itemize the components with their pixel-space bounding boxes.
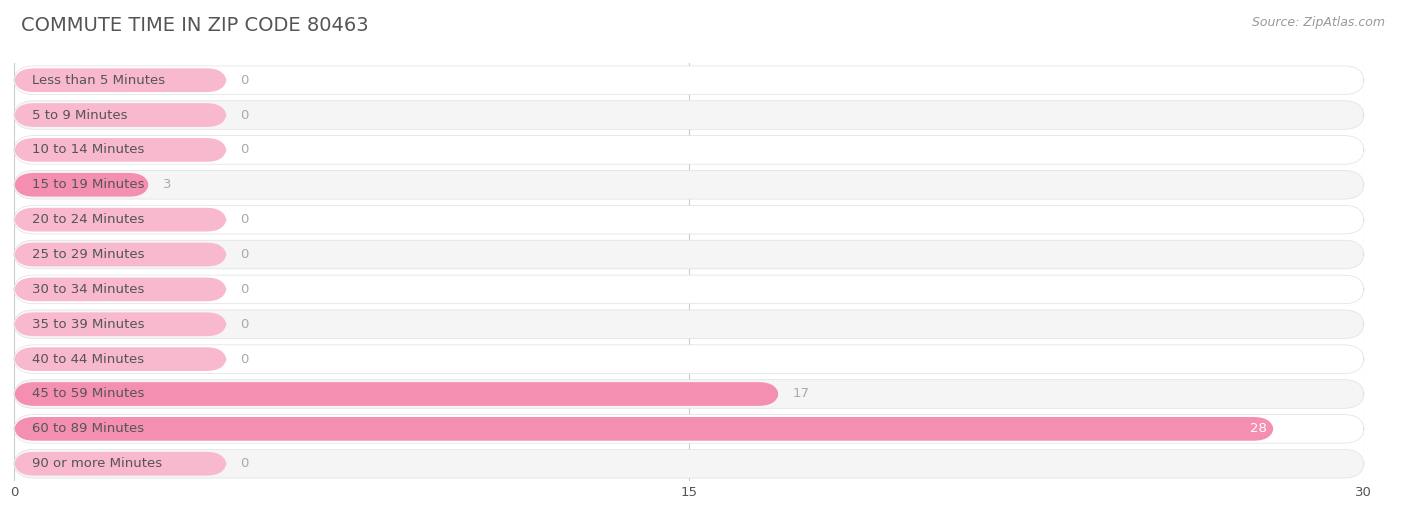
Text: 0: 0 [240,74,249,87]
FancyBboxPatch shape [14,69,226,92]
FancyBboxPatch shape [14,208,226,232]
Text: Source: ZipAtlas.com: Source: ZipAtlas.com [1251,16,1385,29]
Text: Less than 5 Minutes: Less than 5 Minutes [32,74,165,87]
Text: 90 or more Minutes: 90 or more Minutes [32,457,162,470]
Text: 0: 0 [240,318,249,331]
Text: 0: 0 [240,109,249,121]
FancyBboxPatch shape [14,347,226,371]
Text: 17: 17 [793,388,810,401]
Text: 0: 0 [240,283,249,296]
Text: 30 to 34 Minutes: 30 to 34 Minutes [32,283,145,296]
FancyBboxPatch shape [14,240,1364,269]
FancyBboxPatch shape [14,135,1364,164]
FancyBboxPatch shape [14,206,1364,234]
Text: 0: 0 [240,457,249,470]
FancyBboxPatch shape [14,345,1364,373]
Text: 5 to 9 Minutes: 5 to 9 Minutes [32,109,128,121]
Text: 15 to 19 Minutes: 15 to 19 Minutes [32,178,145,191]
Text: 3: 3 [163,178,172,191]
Text: 35 to 39 Minutes: 35 to 39 Minutes [32,318,145,331]
Text: 40 to 44 Minutes: 40 to 44 Minutes [32,353,145,366]
Text: 45 to 59 Minutes: 45 to 59 Minutes [32,388,145,401]
FancyBboxPatch shape [14,415,1364,443]
FancyBboxPatch shape [14,310,1364,338]
Text: 0: 0 [240,248,249,261]
Text: 60 to 89 Minutes: 60 to 89 Minutes [32,423,145,435]
FancyBboxPatch shape [14,243,226,266]
Text: 20 to 24 Minutes: 20 to 24 Minutes [32,213,145,226]
Text: 0: 0 [240,353,249,366]
Text: 10 to 14 Minutes: 10 to 14 Minutes [32,143,145,156]
FancyBboxPatch shape [14,278,226,301]
FancyBboxPatch shape [14,103,226,127]
Text: 25 to 29 Minutes: 25 to 29 Minutes [32,248,145,261]
FancyBboxPatch shape [14,275,1364,304]
FancyBboxPatch shape [14,170,1364,199]
FancyBboxPatch shape [14,452,226,475]
FancyBboxPatch shape [14,449,1364,478]
Text: 28: 28 [1250,423,1267,435]
FancyBboxPatch shape [14,382,779,406]
Text: 0: 0 [240,143,249,156]
FancyBboxPatch shape [14,138,226,162]
Text: 0: 0 [240,213,249,226]
FancyBboxPatch shape [14,173,149,197]
FancyBboxPatch shape [14,312,226,336]
Text: COMMUTE TIME IN ZIP CODE 80463: COMMUTE TIME IN ZIP CODE 80463 [21,16,368,35]
FancyBboxPatch shape [14,417,1274,441]
FancyBboxPatch shape [14,66,1364,95]
FancyBboxPatch shape [14,101,1364,129]
FancyBboxPatch shape [14,380,1364,408]
